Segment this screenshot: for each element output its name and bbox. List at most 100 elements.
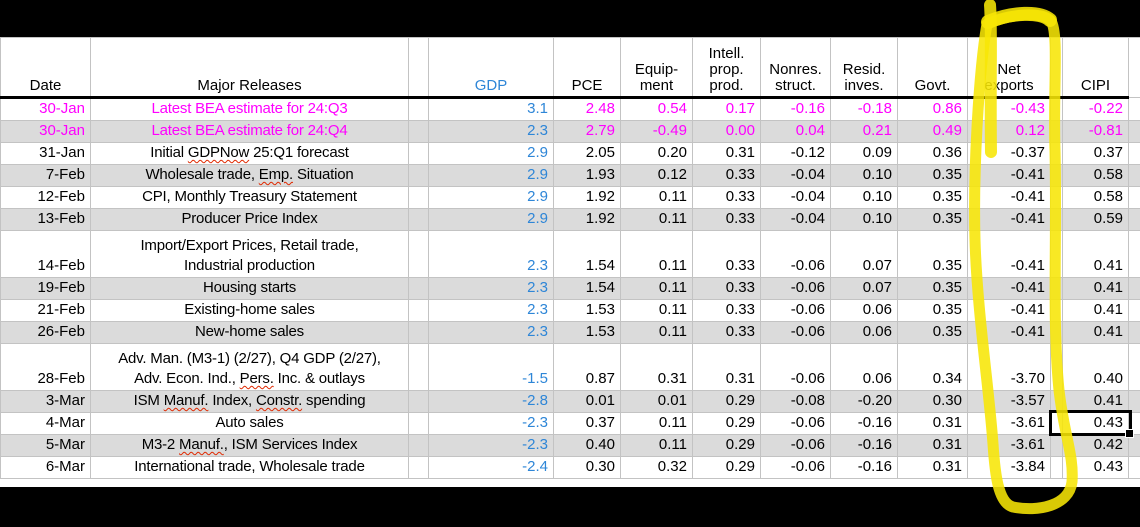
- cell-nonres[interactable]: -0.08: [760, 390, 831, 413]
- cell-release[interactable]: ISM Manuf. Index, Constr. spending: [90, 390, 409, 413]
- cell-gdp[interactable]: -2.4: [428, 456, 554, 479]
- cell-date[interactable]: 21-Feb: [0, 299, 91, 322]
- cell-resid[interactable]: 0.07: [830, 230, 898, 278]
- cell-equipment[interactable]: 0.12: [620, 164, 693, 187]
- cell-netexports[interactable]: -0.41: [967, 299, 1051, 322]
- cell-date[interactable]: 4-Mar: [0, 412, 91, 435]
- cell-pce[interactable]: 0.30: [553, 456, 621, 479]
- cell-release[interactable]: Wholesale trade, Emp. Situation: [90, 164, 409, 187]
- cell-gdp[interactable]: 2.9: [428, 186, 554, 209]
- cell-equipment[interactable]: 0.20: [620, 142, 693, 165]
- cell-nonres[interactable]: -0.06: [760, 230, 831, 278]
- cell-govt[interactable]: 0.31: [897, 456, 968, 479]
- cell-govt[interactable]: 0.49: [897, 120, 968, 143]
- cell-netexports[interactable]: -0.41: [967, 277, 1051, 300]
- cell-intell[interactable]: 0.33: [692, 208, 761, 231]
- cell-date[interactable]: 19-Feb: [0, 277, 91, 300]
- cell-release[interactable]: Initial GDPNow 25:Q1 forecast: [90, 142, 409, 165]
- cell-release[interactable]: CPI, Monthly Treasury Statement: [90, 186, 409, 209]
- cell-netexports[interactable]: -0.41: [967, 321, 1051, 344]
- cell-netexports[interactable]: -3.61: [967, 434, 1051, 457]
- cell-resid[interactable]: 0.10: [830, 186, 898, 209]
- cell-netexports[interactable]: -0.41: [967, 230, 1051, 278]
- cell-netexports[interactable]: -0.43: [967, 97, 1051, 121]
- cell-equipment[interactable]: 0.11: [620, 277, 693, 300]
- cell-release[interactable]: International trade, Wholesale trade: [90, 456, 409, 479]
- column-header-resid[interactable]: Resid. inves.: [830, 37, 898, 99]
- cell-gdp[interactable]: 3.1: [428, 97, 554, 121]
- cell-intell[interactable]: 0.33: [692, 321, 761, 344]
- cell-gdp[interactable]: 2.3: [428, 120, 554, 143]
- cell-date[interactable]: 6-Mar: [0, 456, 91, 479]
- cell-gdp[interactable]: -1.5: [428, 343, 554, 391]
- cell-resid[interactable]: -0.16: [830, 412, 898, 435]
- cell-gdp[interactable]: 2.3: [428, 321, 554, 344]
- cell-nonres[interactable]: -0.12: [760, 142, 831, 165]
- cell-nonres[interactable]: -0.04: [760, 208, 831, 231]
- cell-pce[interactable]: 0.87: [553, 343, 621, 391]
- cell-pce[interactable]: 1.54: [553, 277, 621, 300]
- cell-date[interactable]: 7-Feb: [0, 164, 91, 187]
- cell-resid[interactable]: 0.21: [830, 120, 898, 143]
- cell-release[interactable]: Latest BEA estimate for 24:Q3: [90, 97, 409, 121]
- cell-netexports[interactable]: -0.41: [967, 208, 1051, 231]
- cell-nonres[interactable]: -0.06: [760, 343, 831, 391]
- cell-date[interactable]: 30-Jan: [0, 120, 91, 143]
- cell-govt[interactable]: 0.35: [897, 186, 968, 209]
- cell-nonres[interactable]: -0.04: [760, 164, 831, 187]
- cell-govt[interactable]: 0.34: [897, 343, 968, 391]
- cell-govt[interactable]: 0.35: [897, 299, 968, 322]
- cell-cipi[interactable]: 0.41: [1062, 230, 1129, 278]
- cell-date[interactable]: 13-Feb: [0, 208, 91, 231]
- cell-govt[interactable]: 0.35: [897, 208, 968, 231]
- cell-equipment[interactable]: 0.32: [620, 456, 693, 479]
- column-header-intell[interactable]: Intell. prop. prod.: [692, 37, 761, 99]
- cell-pce[interactable]: 1.92: [553, 186, 621, 209]
- cell-cipi[interactable]: 0.42: [1062, 434, 1129, 457]
- cell-resid[interactable]: 0.06: [830, 343, 898, 391]
- cell-date[interactable]: 12-Feb: [0, 186, 91, 209]
- cell-cipi[interactable]: 0.58: [1062, 186, 1129, 209]
- cell-equipment[interactable]: 0.01: [620, 390, 693, 413]
- cell-resid[interactable]: 0.06: [830, 299, 898, 322]
- cell-intell[interactable]: 0.33: [692, 164, 761, 187]
- cell-release[interactable]: Housing starts: [90, 277, 409, 300]
- cell-intell[interactable]: 0.29: [692, 456, 761, 479]
- cell-cipi[interactable]: -0.22: [1062, 97, 1129, 121]
- cell-govt[interactable]: 0.86: [897, 97, 968, 121]
- cell-gdp[interactable]: -2.3: [428, 412, 554, 435]
- cell-cipi[interactable]: 0.59: [1062, 208, 1129, 231]
- cell-date[interactable]: 28-Feb: [0, 343, 91, 391]
- cell-pce[interactable]: 1.92: [553, 208, 621, 231]
- cell-govt[interactable]: 0.35: [897, 164, 968, 187]
- cell-pce[interactable]: 2.79: [553, 120, 621, 143]
- cell-nonres[interactable]: -0.06: [760, 434, 831, 457]
- cell-date[interactable]: 14-Feb: [0, 230, 91, 278]
- cell-equipment[interactable]: 0.31: [620, 343, 693, 391]
- cell-intell[interactable]: 0.00: [692, 120, 761, 143]
- column-header-releases[interactable]: Major Releases: [90, 37, 409, 99]
- cell-resid[interactable]: 0.07: [830, 277, 898, 300]
- column-header-netexports[interactable]: Net exports: [967, 37, 1051, 99]
- cell-equipment[interactable]: 0.11: [620, 299, 693, 322]
- cell-pce[interactable]: 0.37: [553, 412, 621, 435]
- cell-cipi[interactable]: 0.41: [1062, 277, 1129, 300]
- cell-govt[interactable]: 0.35: [897, 230, 968, 278]
- cell-pce[interactable]: 0.01: [553, 390, 621, 413]
- cell-equipment[interactable]: 0.11: [620, 434, 693, 457]
- cell-resid[interactable]: -0.18: [830, 97, 898, 121]
- cell-govt[interactable]: 0.36: [897, 142, 968, 165]
- cell-govt[interactable]: 0.31: [897, 434, 968, 457]
- cell-nonres[interactable]: -0.06: [760, 456, 831, 479]
- cell-gdp[interactable]: 2.9: [428, 164, 554, 187]
- cell-nonres[interactable]: -0.06: [760, 321, 831, 344]
- cell-netexports[interactable]: -3.84: [967, 456, 1051, 479]
- cell-intell[interactable]: 0.31: [692, 142, 761, 165]
- cell-intell[interactable]: 0.29: [692, 434, 761, 457]
- cell-pce[interactable]: 1.54: [553, 230, 621, 278]
- cell-date[interactable]: 31-Jan: [0, 142, 91, 165]
- cell-netexports[interactable]: -0.37: [967, 142, 1051, 165]
- cell-date[interactable]: 30-Jan: [0, 97, 91, 121]
- cell-cipi[interactable]: 0.41: [1062, 390, 1129, 413]
- cell-equipment[interactable]: -0.49: [620, 120, 693, 143]
